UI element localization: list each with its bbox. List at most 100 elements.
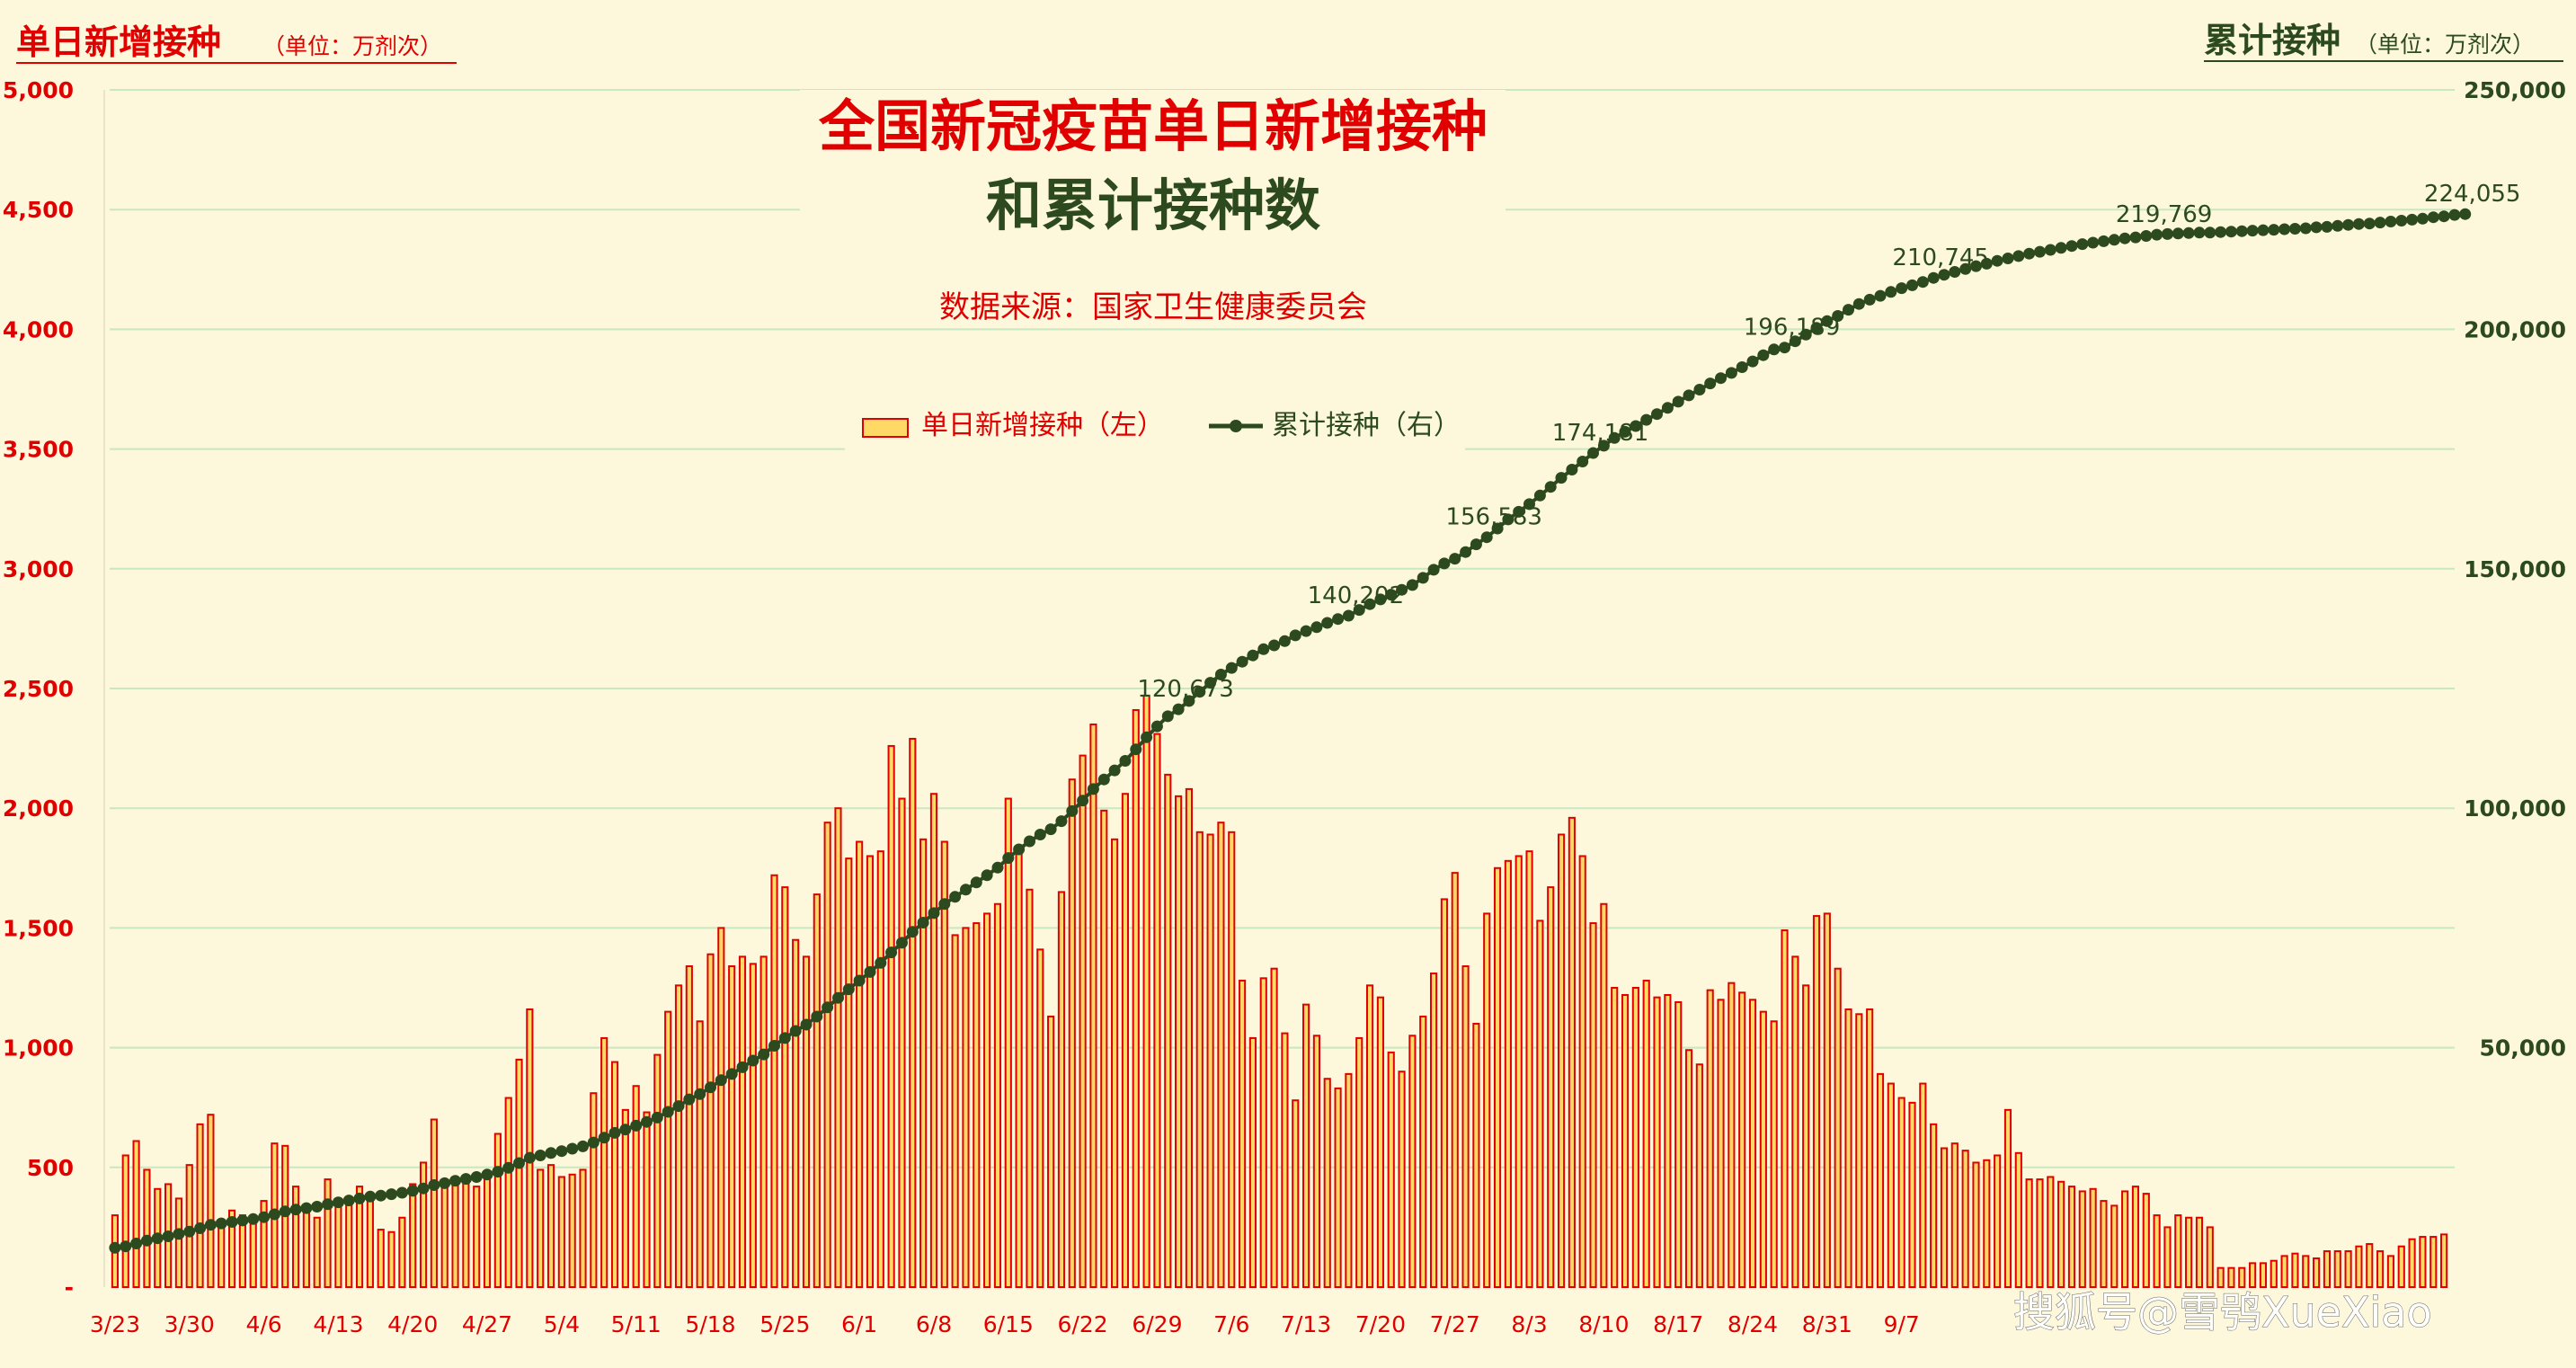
- bar: [1111, 838, 1119, 1289]
- line-point: [1683, 389, 1695, 402]
- line-point: [1321, 617, 1334, 629]
- bar: [728, 965, 736, 1289]
- line-point: [545, 1147, 557, 1159]
- line-point: [364, 1190, 377, 1203]
- bar: [2163, 1226, 2172, 1289]
- line-point: [236, 1214, 249, 1227]
- cumulative-annotation: 196,189: [1744, 315, 1841, 342]
- bar: [324, 1178, 332, 1288]
- bar: [1185, 787, 1193, 1288]
- bar: [1419, 1015, 1427, 1288]
- bar: [653, 1053, 662, 1288]
- left-axis-title: 单日新增接种: [16, 22, 221, 62]
- line-point: [1597, 440, 1610, 452]
- left-axis-unit: （单位：万剂次）: [262, 33, 442, 59]
- line-point: [2352, 218, 2365, 230]
- line-point: [960, 884, 972, 896]
- bar: [1047, 1015, 1055, 1288]
- bar: [951, 934, 959, 1288]
- bar: [1281, 1032, 1289, 1288]
- cumulative-annotation: 140,202: [1308, 582, 1405, 609]
- line-point: [2044, 244, 2056, 256]
- line-point: [1736, 361, 1748, 373]
- line-point: [758, 1048, 770, 1061]
- line-point: [2162, 227, 2173, 240]
- cumulative-annotation: 219,769: [2116, 201, 2213, 228]
- bar: [1876, 1072, 1885, 1289]
- bar: [1429, 973, 1438, 1289]
- bar: [610, 1061, 619, 1288]
- x-tick-label: 3/23: [90, 1311, 140, 1337]
- bar: [218, 1219, 226, 1289]
- bar: [792, 938, 800, 1288]
- line-point: [1172, 703, 1185, 715]
- bar: [2355, 1245, 2363, 1288]
- right-tick-label: 100,000: [2464, 795, 2566, 822]
- line-point: [1417, 572, 1429, 584]
- line-point: [2385, 216, 2397, 227]
- line-point: [130, 1238, 143, 1249]
- line-point: [204, 1219, 217, 1231]
- bar: [345, 1197, 353, 1289]
- bar: [2036, 1178, 2044, 1288]
- bar: [313, 1216, 321, 1288]
- line-point: [2193, 227, 2206, 239]
- bar: [1312, 1035, 1320, 1289]
- bar: [1323, 1078, 1331, 1288]
- line-point: [949, 891, 962, 903]
- line-point: [2235, 225, 2248, 237]
- x-tick-label: 5/4: [544, 1311, 580, 1337]
- line-point: [109, 1241, 121, 1254]
- bar: [993, 902, 1002, 1288]
- bar: [1345, 1072, 1353, 1289]
- line-point: [1491, 522, 1504, 535]
- line-point: [619, 1124, 632, 1136]
- line-point: [683, 1093, 696, 1106]
- line-point: [2204, 227, 2216, 239]
- bar: [1483, 912, 1491, 1288]
- line-point: [2363, 218, 2376, 230]
- x-tick-label: 7/13: [1281, 1311, 1331, 1337]
- bar: [759, 955, 768, 1288]
- bar: [1270, 967, 1278, 1288]
- line-point: [386, 1188, 397, 1201]
- left-tick-label: 2,500: [3, 676, 74, 702]
- bar: [1781, 929, 1789, 1289]
- line-point: [1502, 513, 1515, 526]
- line-point: [1874, 289, 1887, 302]
- line-point: [353, 1192, 366, 1204]
- bar: [419, 1161, 428, 1288]
- left-tick-label: -: [65, 1275, 74, 1301]
- right-axis-ticks: 50,000 100,000 150,000 200,000 250,000: [2464, 77, 2566, 1062]
- bar: [973, 922, 981, 1288]
- bar: [2078, 1190, 2086, 1288]
- left-tick-label: 500: [27, 1155, 74, 1181]
- line-point: [1097, 773, 1110, 786]
- line-point: [1693, 384, 1706, 395]
- bar: [1536, 919, 1544, 1289]
- line-point: [747, 1054, 759, 1067]
- bar: [196, 1123, 204, 1288]
- line-point: [1470, 538, 1482, 551]
- line-point: [1268, 639, 1281, 652]
- line-point: [1044, 823, 1057, 836]
- line-point: [1013, 843, 1026, 856]
- line-point: [1715, 372, 1727, 385]
- bar: [1365, 984, 1374, 1288]
- line-point: [2034, 245, 2046, 258]
- line-point: [1938, 269, 1950, 281]
- bar: [909, 737, 917, 1288]
- bar: [174, 1197, 182, 1289]
- bar: [738, 955, 747, 1288]
- bar: [387, 1230, 395, 1288]
- bar: [1674, 1000, 1683, 1288]
- bar: [377, 1229, 385, 1289]
- x-tick-label: 6/22: [1058, 1311, 1108, 1337]
- bar: [2067, 1186, 2076, 1288]
- line-point: [1247, 649, 1259, 662]
- bar: [1302, 1003, 1310, 1289]
- cumulative-annotation: 120,673: [1137, 676, 1234, 703]
- line-point: [1523, 498, 1535, 511]
- x-tick-label: 6/1: [841, 1311, 877, 1337]
- line-point: [375, 1189, 387, 1202]
